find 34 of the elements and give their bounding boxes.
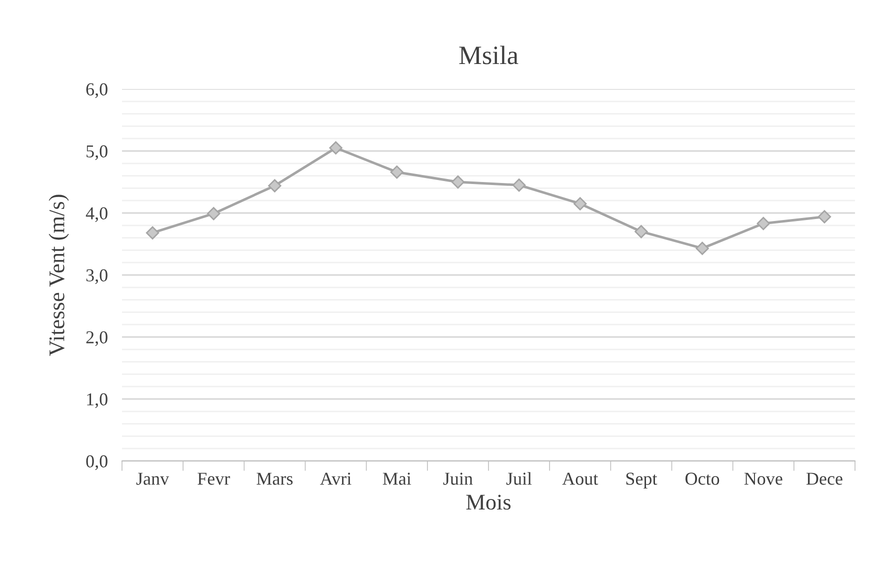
y-tick-label: 3,0 <box>86 269 108 284</box>
x-tick-label: Dece <box>806 472 842 485</box>
x-tick-label: Avri <box>320 472 352 485</box>
point <box>696 242 709 255</box>
y-tick-label: 4,0 <box>86 207 108 222</box>
point <box>512 178 526 192</box>
y-tick-label: 5,0 <box>86 145 108 160</box>
point <box>818 210 832 224</box>
y-tick-label: 6,0 <box>86 83 108 98</box>
x-tick-label: Fevr <box>198 472 230 485</box>
x-tick-label: Mars <box>256 472 293 485</box>
chart-title: Msila <box>459 46 518 64</box>
point <box>207 207 220 220</box>
point <box>574 197 587 210</box>
y-tick-label: 2,0 <box>86 331 108 346</box>
x-tick-label: Aout <box>562 472 598 485</box>
x-tick-label: Nove <box>744 472 782 485</box>
x-tick-label: Octo <box>685 472 720 485</box>
x-axis-title: Mois <box>466 494 511 510</box>
x-tick-label: Sept <box>626 472 658 488</box>
point <box>329 141 342 154</box>
y-axis-title: Vitesse Vent (m/s) <box>48 194 69 356</box>
point <box>146 226 160 240</box>
x-tick-label: Juil <box>506 472 532 485</box>
point <box>451 175 465 189</box>
x-tick-label: Janv <box>136 472 170 485</box>
y-tick-label: 0,0 <box>86 455 108 470</box>
point <box>390 165 404 179</box>
point <box>756 216 770 230</box>
x-tick-label: Juin <box>443 472 473 485</box>
x-tick-label: Mai <box>382 472 412 485</box>
point <box>634 225 648 238</box>
y-tick-label: 1,0 <box>87 393 108 408</box>
point <box>268 179 282 192</box>
